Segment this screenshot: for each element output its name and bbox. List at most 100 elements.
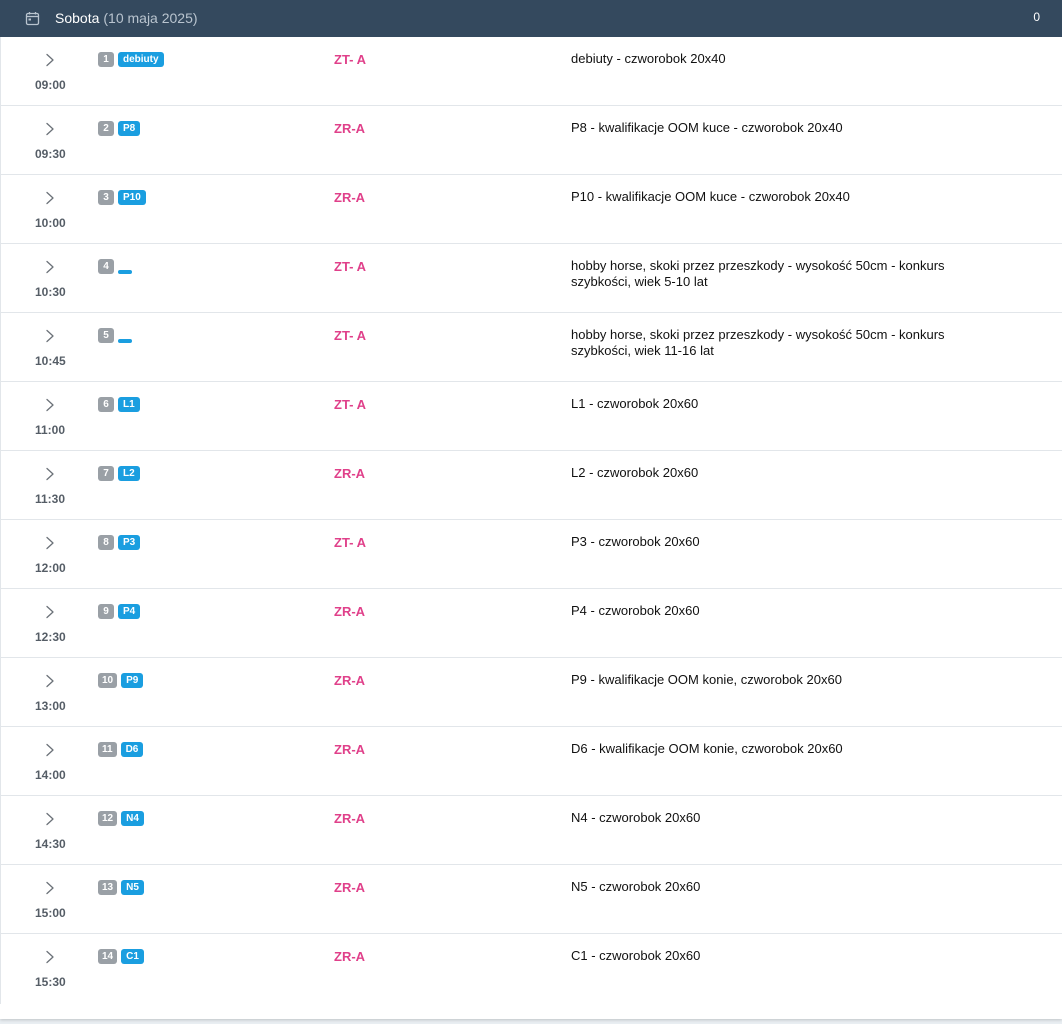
competition-number-badge: 8: [98, 535, 114, 550]
badge-group: 13 N5: [98, 880, 144, 895]
competition-row[interactable]: 12:30 9 P4 ZR-A P4 - czworobok 20x60: [0, 589, 1062, 658]
judges-code: ZT- A: [334, 397, 367, 412]
competition-number-badge: 13: [98, 880, 118, 895]
start-time: 12:00: [35, 561, 66, 575]
competition-row[interactable]: 13:00 10 P9 ZR-A P9 - kwalifikacje OOM k…: [0, 658, 1062, 727]
start-time: 15:30: [35, 975, 66, 989]
competition-row[interactable]: 12:00 8 P3 ZT- A P3 - czworobok 20x60: [0, 520, 1062, 589]
chevron-right-icon[interactable]: [44, 398, 56, 412]
start-time: 11:00: [35, 423, 66, 437]
judges-code: ZR-A: [334, 742, 366, 757]
competition-description: L1 - czworobok 20x60: [571, 396, 699, 411]
competition-description: hobby horse, skoki przez przeszkody - wy…: [571, 327, 945, 358]
chevron-right-icon[interactable]: [44, 536, 56, 550]
start-time: 14:00: [35, 768, 66, 782]
chevron-right-icon[interactable]: [44, 605, 56, 619]
chevron-right-icon[interactable]: [44, 950, 56, 964]
day-name: Sobota: [55, 10, 100, 26]
judges-code: ZR-A: [334, 880, 366, 895]
badge-group: 3 P10: [98, 190, 146, 205]
badge-group: 9 P4: [98, 604, 141, 619]
day-title: Sobota (10 maja 2025): [55, 10, 198, 27]
start-time: 12:30: [35, 630, 66, 644]
competition-description: hobby horse, skoki przez przeszkody - wy…: [571, 258, 945, 289]
judges-code: ZR-A: [334, 190, 366, 205]
competition-number-badge: 11: [98, 742, 117, 757]
class-badge: N5: [121, 880, 144, 895]
class-badge: P10: [118, 190, 146, 205]
day-date: (10 maja 2025): [103, 10, 198, 26]
competition-list: 09:00 1 debiuty ZT- A debiuty - czworobo…: [0, 37, 1062, 1004]
chevron-right-icon[interactable]: [44, 674, 56, 688]
judges-code: ZT- A: [334, 259, 367, 274]
chevron-right-icon[interactable]: [44, 122, 56, 136]
competition-description: P8 - kwalifikacje OOM kuce - czworobok 2…: [571, 120, 843, 135]
competition-number-badge: 9: [98, 604, 114, 619]
badge-group: 4: [98, 259, 132, 274]
chevron-right-icon[interactable]: [44, 467, 56, 481]
competition-row[interactable]: 10:45 5 ZT- A hobby horse, skoki przez p…: [0, 313, 1062, 382]
badge-group: 8 P3: [98, 535, 141, 550]
competition-row[interactable]: 10:00 3 P10 ZR-A P10 - kwalifikacje OOM …: [0, 175, 1062, 244]
class-badge: P8: [118, 121, 141, 136]
start-time: 13:00: [35, 699, 66, 713]
badge-group: 7 L2: [98, 466, 140, 481]
competition-number-badge: 5: [98, 328, 114, 343]
badge-group: 14 C1: [98, 949, 144, 964]
calendar-icon: [25, 12, 40, 26]
badge-group: 12 N4: [98, 811, 144, 826]
start-time: 10:45: [35, 354, 66, 368]
start-time: 14:30: [35, 837, 66, 851]
competition-row[interactable]: 11:00 6 L1 ZT- A L1 - czworobok 20x60: [0, 382, 1062, 451]
competition-description: P9 - kwalifikacje OOM konie, czworobok 2…: [571, 672, 842, 687]
start-time: 15:00: [35, 906, 66, 920]
start-time: 09:00: [35, 78, 66, 92]
start-time: 11:30: [35, 492, 66, 506]
class-badge: debiuty: [118, 52, 164, 67]
competition-description: P4 - czworobok 20x60: [571, 603, 700, 618]
competition-row[interactable]: 15:00 13 N5 ZR-A N5 - czworobok 20x60: [0, 865, 1062, 934]
day-header[interactable]: Sobota (10 maja 2025) 0: [0, 0, 1062, 37]
competition-description: N5 - czworobok 20x60: [571, 879, 701, 894]
chevron-right-icon[interactable]: [44, 260, 56, 274]
judges-code: ZT- A: [334, 535, 367, 550]
competition-row[interactable]: 11:30 7 L2 ZR-A L2 - czworobok 20x60: [0, 451, 1062, 520]
competition-row[interactable]: 15:30 14 C1 ZR-A C1 - czworobok 20x60: [0, 934, 1062, 1004]
chevron-right-icon[interactable]: [44, 53, 56, 67]
competition-number-badge: 10: [98, 673, 118, 688]
judges-code: ZR-A: [334, 949, 366, 964]
chevron-right-icon[interactable]: [44, 191, 56, 205]
competition-row[interactable]: 09:30 2 P8 ZR-A P8 - kwalifikacje OOM ku…: [0, 106, 1062, 175]
badge-group: 5: [98, 328, 132, 343]
competition-number-badge: 12: [98, 811, 118, 826]
start-time: 09:30: [35, 147, 66, 161]
competition-row[interactable]: 14:00 11 D6 ZR-A D6 - kwalifikacje OOM k…: [0, 727, 1062, 796]
competition-row[interactable]: 09:00 1 debiuty ZT- A debiuty - czworobo…: [0, 37, 1062, 106]
class-badge: P4: [118, 604, 141, 619]
chevron-right-icon[interactable]: [44, 881, 56, 895]
chevron-right-icon[interactable]: [44, 329, 56, 343]
competition-description: P10 - kwalifikacje OOM kuce - czworobok …: [571, 189, 850, 204]
badge-group: 10 P9: [98, 673, 144, 688]
chevron-right-icon[interactable]: [44, 743, 56, 757]
class-badge: P9: [121, 673, 144, 688]
competition-description: L2 - czworobok 20x60: [571, 465, 699, 480]
judges-code: ZT- A: [334, 52, 367, 67]
judges-code: ZT- A: [334, 328, 367, 343]
competition-row[interactable]: 10:30 4 ZT- A hobby horse, skoki przez p…: [0, 244, 1062, 313]
judges-code: ZR-A: [334, 466, 366, 481]
badge-group: 11 D6: [98, 742, 144, 757]
badge-group: 1 debiuty: [98, 52, 164, 67]
competition-description: P3 - czworobok 20x60: [571, 534, 700, 549]
competition-number-badge: 7: [98, 466, 114, 481]
badge-group: 2 P8: [98, 121, 141, 136]
competition-description: D6 - kwalifikacje OOM konie, czworobok 2…: [571, 741, 843, 756]
badge-group: 6 L1: [98, 397, 140, 412]
judges-code: ZR-A: [334, 811, 366, 826]
class-badge: D6: [120, 742, 144, 757]
competition-row[interactable]: 14:30 12 N4 ZR-A N4 - czworobok 20x60: [0, 796, 1062, 865]
class-badge: [118, 339, 132, 343]
chevron-right-icon[interactable]: [44, 812, 56, 826]
competition-number-badge: 6: [98, 397, 114, 412]
